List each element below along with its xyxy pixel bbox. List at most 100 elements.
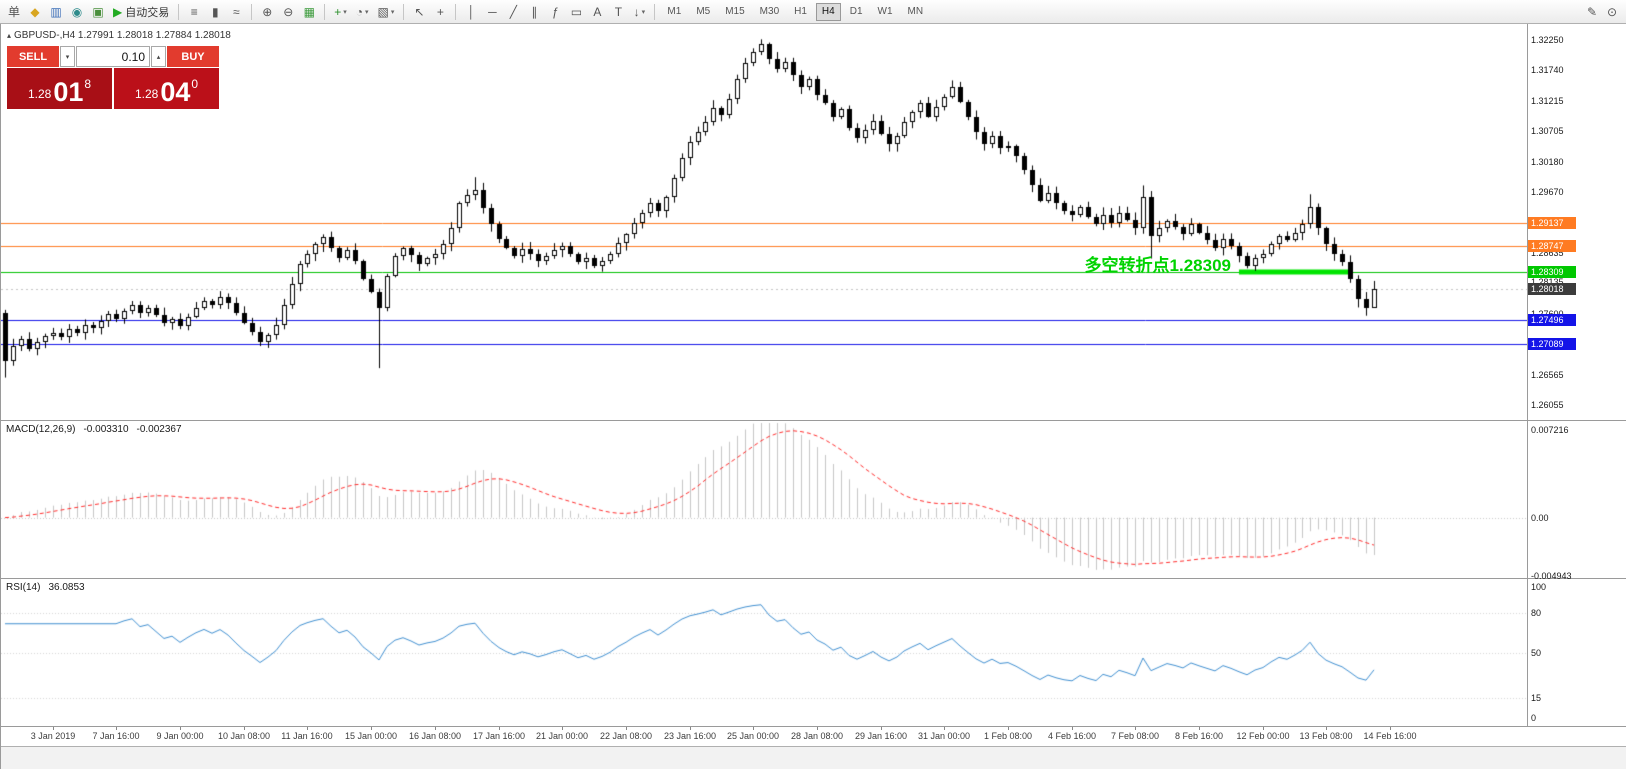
timeframe-mn-button[interactable]: MN	[907, 6, 924, 17]
main-toolbar: 单 ◆ ▥ ◉ ▣ ▶ 自动交易 ≡ ▮ ≈ ⊕ ⊖ ▦ + ▾ ◔ ▾ ▧ ▾ ↖ + │ ─ ╱ ∥ ƒ ▭ A T ↓ ▾ M1 M5 M1…	[0, 0, 1626, 24]
macd-value-1: -0.003310	[83, 424, 129, 435]
rsi-axis-label: 100	[1531, 582, 1547, 592]
time-axis: 3 Jan 2019 7 Jan 16:00 9 Jan 00:00 10 Jan 0…	[1, 727, 1626, 747]
buy-price-box[interactable]: 1.28 04 0	[114, 68, 219, 109]
sell-price-main: 1.28	[27, 87, 52, 101]
macd-value-2: -0.002367	[136, 424, 182, 435]
terminal-icon: ▣	[92, 4, 104, 19]
indicators-icon-caret[interactable]: ▾	[343, 8, 347, 16]
rsi-title: RSI(14)	[6, 582, 41, 593]
timeframe-h4-button[interactable]: H4	[815, 2, 841, 21]
arrows-icon-caret[interactable]: ▾	[641, 8, 646, 16]
indicators-icon[interactable]: + ▾	[330, 2, 351, 22]
arrows-icon: ↓	[633, 4, 640, 19]
rsi-value: 36.0853	[48, 582, 85, 593]
time-tick	[1390, 727, 1391, 730]
timeframe-m30-button[interactable]: M30	[759, 6, 780, 17]
macd-axis: 0.007216 0.00 -0.004943	[1527, 421, 1626, 581]
macd-axis-label: 0.007216	[1531, 425, 1569, 435]
periods-icon[interactable]: ◔ ▾	[352, 2, 373, 22]
volume-input[interactable]	[76, 46, 150, 67]
terminal-icon[interactable]: ▣	[88, 2, 108, 22]
time-tick	[116, 727, 117, 730]
rsi-axis-label: 0	[1531, 713, 1537, 723]
buy-button[interactable]: BUY	[167, 46, 219, 67]
text-icon[interactable]: A	[587, 2, 607, 22]
rsi-canvas[interactable]	[1, 579, 1527, 726]
time-tick	[180, 727, 181, 730]
time-tick	[499, 727, 500, 730]
trendline-icon[interactable]: ╱	[503, 2, 523, 22]
bar-chart-icon: ≡	[190, 4, 198, 19]
search-icon[interactable]: ⊙	[1602, 2, 1622, 22]
auto-trading-button[interactable]: ▶ 自动交易	[109, 2, 173, 22]
sell-options-caret[interactable]: ▾	[60, 46, 75, 67]
rsi-axis: 100 80 50 15 0	[1527, 579, 1626, 726]
timeframe-h1-button[interactable]: H1	[794, 6, 807, 17]
data-window-icon[interactable]: ◆	[25, 2, 45, 22]
periods-icon-caret[interactable]: ▾	[365, 8, 369, 16]
time-axis-label: 8 Feb 16:00	[1174, 731, 1224, 741]
sell-price-box[interactable]: 1.28 01 8	[7, 68, 112, 109]
line-chart-icon: ≈	[232, 4, 240, 19]
sell-button[interactable]: SELL	[7, 46, 59, 67]
price-tag: 1.28309	[1528, 266, 1576, 278]
time-axis-label: 12 Feb 00:00	[1236, 731, 1290, 741]
price-tag: 1.29137	[1528, 217, 1576, 229]
time-axis-label: 4 Feb 16:00	[1047, 731, 1097, 741]
shapes-icon[interactable]: ▭	[566, 2, 586, 22]
rsi-panel: 100 80 50 15 0 RSI(14) 36.0853	[1, 579, 1626, 727]
market-watch-icon: ▥	[50, 4, 62, 19]
line-chart-icon[interactable]: ≈	[226, 2, 246, 22]
cursor-icon[interactable]: ↖	[409, 2, 429, 22]
time-tick	[881, 727, 882, 730]
time-tick	[626, 727, 627, 730]
price-grid-label: 1.31215	[1531, 96, 1564, 106]
price-grid-label: 1.26055	[1531, 400, 1564, 410]
crosshair-icon[interactable]: +	[430, 2, 450, 22]
timeframe-m15-button[interactable]: M15	[725, 6, 745, 17]
zoom-out-icon[interactable]: ⊖	[278, 2, 298, 22]
time-tick	[371, 727, 372, 730]
search-icon: ⊙	[1606, 4, 1618, 19]
toolbar-right-group: ✎ ⊙	[1582, 2, 1622, 22]
volume-spinner[interactable]: ▴	[151, 46, 166, 67]
timeframe-w1-button[interactable]: W1	[877, 6, 893, 17]
channel-icon[interactable]: ∥	[524, 2, 544, 22]
vertical-line-icon[interactable]: │	[461, 2, 481, 22]
fibonacci-icon[interactable]: ƒ	[545, 2, 565, 22]
time-tick	[307, 727, 308, 730]
tile-windows-icon[interactable]: ▦	[299, 2, 319, 22]
time-axis-label: 13 Feb 08:00	[1299, 731, 1353, 741]
bar-chart-icon[interactable]: ≡	[184, 2, 204, 22]
timeframe-d1-button[interactable]: D1	[849, 6, 863, 17]
macd-canvas[interactable]	[1, 421, 1527, 578]
timeframe-m1-button[interactable]: M1	[667, 6, 682, 17]
macd-title: MACD(12,26,9)	[6, 424, 76, 435]
arrows-icon[interactable]: ↓ ▾	[629, 2, 649, 22]
time-axis-label: 7 Feb 08:00	[1110, 731, 1160, 741]
label-icon[interactable]: T	[608, 2, 628, 22]
templates-icon-caret[interactable]: ▾	[390, 8, 395, 16]
candlestick-chart-icon[interactable]: ▮	[205, 2, 225, 22]
zoom-in-icon[interactable]: ⊕	[257, 2, 277, 22]
price-axis: 1.32250 1.31740 1.31215 1.30705 1.30180 1.296…	[1527, 24, 1626, 420]
new-order-button[interactable]: 单	[4, 2, 24, 22]
zoom-in-icon: ⊕	[262, 4, 273, 19]
price-chart-panel: 1.32250 1.31740 1.31215 1.30705 1.30180 1.296…	[1, 24, 1626, 421]
news-icon[interactable]: ◉	[67, 2, 87, 22]
horizontal-line-icon[interactable]: ─	[482, 2, 502, 22]
pivot-annotation-text[interactable]: 多空转折点1.28309	[1084, 256, 1231, 275]
zoom-out-icon: ⊖	[283, 4, 294, 19]
edit-chart-icon[interactable]: ✎	[1582, 2, 1602, 22]
candlestick-chart-icon: ▮	[211, 4, 219, 19]
time-tick	[1135, 727, 1136, 730]
market-watch-icon[interactable]: ▥	[46, 2, 66, 22]
bottom-strip	[1, 747, 1626, 769]
price-chart-canvas[interactable]	[1, 24, 1527, 420]
timeframe-m5-button[interactable]: M5	[696, 6, 711, 17]
buy-price-main: 1.28	[134, 87, 159, 101]
macd-panel: 0.007216 0.00 -0.004943 MACD(12,26,9) -0.0…	[1, 421, 1626, 581]
templates-icon[interactable]: ▧ ▾	[374, 2, 399, 22]
